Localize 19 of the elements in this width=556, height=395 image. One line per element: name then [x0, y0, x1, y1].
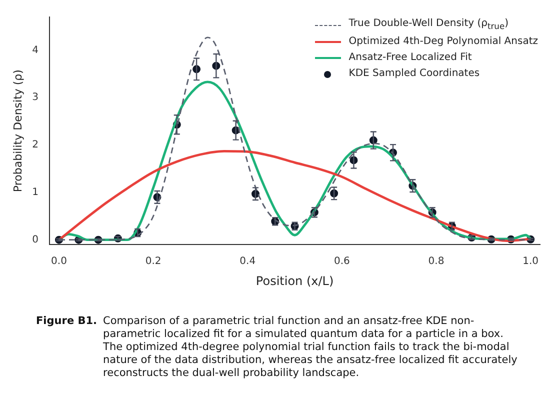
- legend-label: True Double-Well Density (ρ$_{true}$): [348, 17, 508, 33]
- caption: Figure B1.: [36, 315, 98, 329]
- x-axis-title: Position (x/L): [256, 274, 334, 288]
- y-tick-label: 3: [32, 92, 39, 104]
- y-tick-label: 1: [32, 187, 39, 198]
- legend-label: Ansatz-Free Localized Fit: [348, 51, 472, 65]
- x-tick-label: 0.4: [240, 256, 256, 268]
- y-axis-title: Probability Density (ρ): [11, 70, 24, 192]
- y-tick-label: 2: [32, 140, 39, 151]
- y-tick-label: 4: [32, 44, 39, 56]
- x-tick-label: 1.0: [522, 256, 539, 268]
- x-tick-label: 0.8: [428, 256, 444, 268]
- text: Comparison of a parametric trial function and an ansatz-free KDE non-parametric localized fit for a simulated quantum data for a particle in a box. The optimized 4th-degree polynomial trial function fails to track the bi-modal nature of the data distribution, whereas the ansatz-free localized fit accurately reconstructs the dual-well probability landscape.: [103, 315, 518, 380]
- y-tick-label: 0: [32, 234, 39, 246]
- x-tick-label: 0.6: [334, 256, 350, 268]
- x-tick-label: 0.2: [145, 256, 162, 268]
- legend-label: Optimized 4th-Deg Polynomial Ansatz: [348, 35, 538, 49]
- legend-label: KDE Sampled Coordinates: [348, 67, 480, 81]
- x-tick-label: 0.0: [51, 256, 67, 268]
